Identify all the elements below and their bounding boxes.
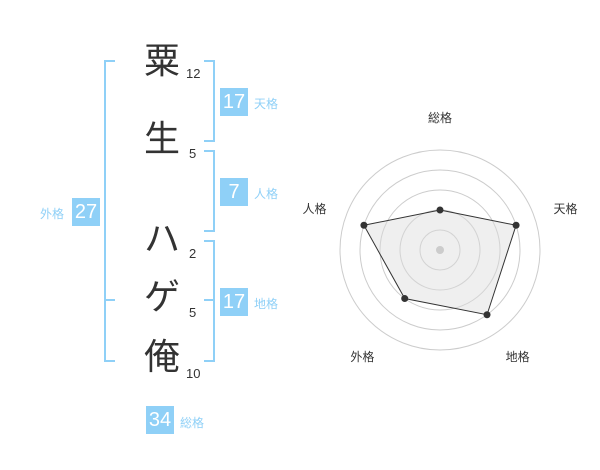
data-point <box>483 311 491 319</box>
chikaku-bracket <box>204 240 215 362</box>
gaikaku-label: 外格 <box>40 207 65 221</box>
axis-label: 総格 <box>428 110 452 125</box>
data-point <box>512 221 520 229</box>
name-char: 俺 <box>143 337 180 378</box>
name-char: 粟 <box>143 41 180 82</box>
jinkaku-label: 人格 <box>254 187 279 201</box>
jinkaku-bracket <box>204 150 215 232</box>
gaikaku-value: 27 <box>72 198 100 226</box>
gaikaku-bracket <box>104 60 115 362</box>
grid-ring <box>339 149 541 351</box>
name-char: ハ <box>143 219 180 260</box>
grid-ring <box>379 189 501 311</box>
stroke-count: 10 <box>186 366 201 381</box>
stroke-count: 2 <box>189 246 197 261</box>
soukaku-label: 総格 <box>180 416 205 430</box>
data-point <box>401 295 409 303</box>
axis-label: 外格 <box>350 349 374 364</box>
data-point <box>436 206 444 214</box>
chikaku-value: 17 <box>220 288 248 316</box>
soukaku-value: 34 <box>146 406 174 434</box>
grid-ring <box>419 229 461 271</box>
data-polygon <box>363 209 517 316</box>
bracket-tick <box>204 299 214 301</box>
axis-label: 人格 <box>302 201 326 216</box>
stroke-count: 5 <box>189 146 197 161</box>
axis-label: 天格 <box>554 201 578 216</box>
data-point <box>360 221 368 229</box>
grid-ring <box>359 169 521 331</box>
jinkaku-value: 7 <box>220 178 248 206</box>
tenkaku-bracket <box>204 60 215 142</box>
chikaku-label: 地格 <box>254 297 279 311</box>
name-char: 生 <box>143 119 180 160</box>
axis-label: 地格 <box>506 349 530 364</box>
bracket-tick <box>104 299 115 301</box>
tenkaku-label: 天格 <box>254 97 279 111</box>
stroke-count: 12 <box>186 66 201 81</box>
stroke-count: 5 <box>189 305 197 320</box>
center-dot <box>436 246 444 254</box>
tenkaku-value: 17 <box>220 88 248 116</box>
name-char: ゲ <box>143 277 180 318</box>
